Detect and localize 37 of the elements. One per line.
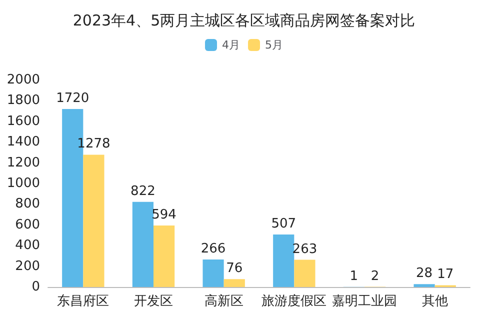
y-tick-label: 0 bbox=[32, 280, 40, 294]
y-tick-label: 2000 bbox=[6, 72, 40, 88]
bar bbox=[273, 234, 294, 287]
data-label: 822 bbox=[130, 184, 156, 199]
data-label: 1 bbox=[350, 268, 358, 284]
y-tick-label: 1600 bbox=[6, 114, 40, 129]
data-label: 1720 bbox=[56, 90, 90, 106]
data-label: 76 bbox=[226, 261, 243, 276]
bar bbox=[132, 202, 154, 287]
y-tick-label: 1400 bbox=[6, 134, 40, 150]
y-tick-label: 1800 bbox=[6, 93, 40, 108]
y-tick-label: 1200 bbox=[6, 155, 40, 170]
bar bbox=[224, 279, 245, 287]
bar bbox=[414, 284, 435, 287]
x-tick-label: 其他 bbox=[422, 294, 448, 309]
legend-label: 5月 bbox=[265, 38, 283, 52]
data-label: 266 bbox=[200, 241, 226, 256]
data-label: 507 bbox=[271, 216, 296, 232]
bar bbox=[294, 260, 316, 287]
x-tick-label: 高新区 bbox=[204, 293, 244, 309]
bar bbox=[83, 154, 104, 287]
x-tick-label: 开发区 bbox=[134, 294, 173, 309]
bar bbox=[154, 226, 175, 287]
data-label: 28 bbox=[416, 266, 433, 282]
x-tick-label: 嘉明工业园 bbox=[332, 294, 397, 309]
y-tick-label: 1000 bbox=[6, 176, 40, 191]
data-label: 17 bbox=[437, 267, 454, 282]
x-tick-label: 东昌府区 bbox=[57, 293, 110, 309]
y-tick-label: 800 bbox=[15, 196, 40, 212]
chart-title: 2023年4、5两月主城区各区域商品房网签备案对比 bbox=[72, 12, 416, 30]
bar bbox=[202, 259, 224, 287]
data-label: 2 bbox=[370, 268, 380, 284]
y-tick-label: 400 bbox=[15, 238, 40, 254]
x-tick-label: 旅游度假区 bbox=[262, 293, 327, 309]
y-tick-label: 200 bbox=[15, 258, 40, 274]
legend-label: 4月 bbox=[222, 38, 240, 52]
y-tick-label: 600 bbox=[15, 217, 40, 232]
